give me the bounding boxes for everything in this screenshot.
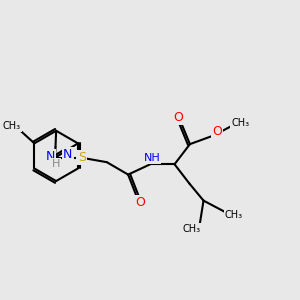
Text: NH: NH [143,153,160,163]
Text: O: O [135,196,145,209]
Text: CH₃: CH₃ [2,121,21,130]
Text: N: N [46,150,55,163]
Text: O: O [173,111,183,124]
Text: S: S [78,151,86,164]
Text: CH₃: CH₃ [225,210,243,220]
Text: CH₃: CH₃ [231,118,249,128]
Text: N: N [63,148,72,161]
Text: O: O [212,125,222,138]
Text: CH₃: CH₃ [182,224,200,234]
Text: H: H [52,159,60,169]
